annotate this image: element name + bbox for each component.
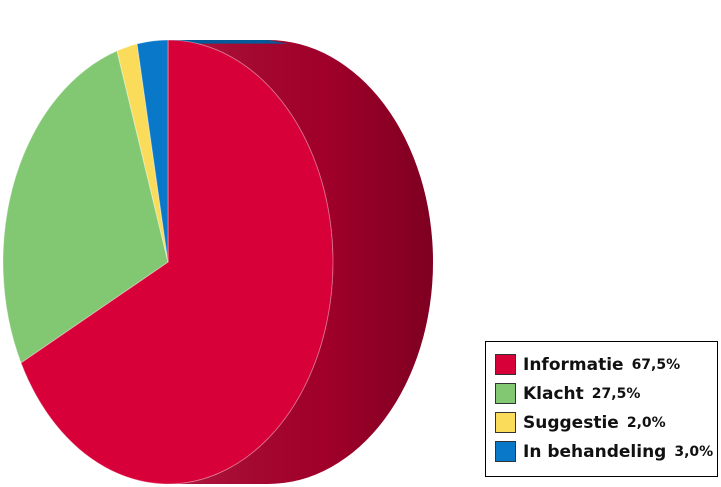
pie-slice-in-behandeling (136, 39, 169, 263)
legend: Informatie 67,5% Klacht 27,5% Suggestie … (485, 341, 718, 477)
pie-slice-klacht (2, 50, 169, 364)
legend-percent: 27,5% (591, 385, 641, 402)
legend-label: In behandeling (523, 441, 667, 462)
pie-slice-informatie (20, 39, 334, 485)
pie-slice-suggestie (116, 43, 169, 263)
legend-swatch-suggestie (495, 412, 516, 433)
legend-percent: 67,5% (631, 356, 681, 373)
legend-percent: 3,0% (674, 443, 714, 460)
legend-label: Suggestie (523, 412, 619, 433)
legend-item-suggestie: Suggestie 2,0% (495, 408, 717, 437)
legend-label: Informatie (523, 354, 624, 375)
pie-side-in-behandeling (168, 40, 288, 44)
legend-item-in-behandeling: In behandeling 3,0% (495, 437, 717, 466)
legend-swatch-in-behandeling (495, 441, 516, 462)
legend-percent: 2,0% (626, 414, 666, 431)
legend-swatch-informatie (495, 354, 516, 375)
legend-item-informatie: Informatie 67,5% (495, 350, 717, 379)
legend-item-klacht: Klacht 27,5% (495, 379, 717, 408)
legend-label: Klacht (523, 383, 584, 404)
pie-side-shading (168, 40, 433, 484)
legend-swatch-klacht (495, 383, 516, 404)
